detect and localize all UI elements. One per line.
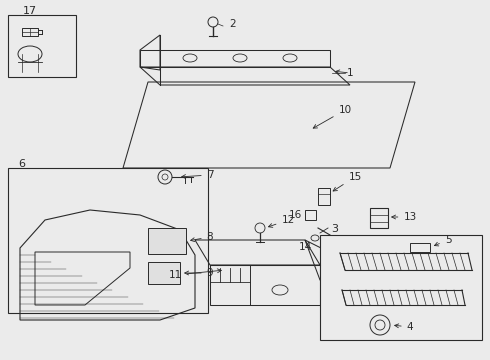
Bar [148,228,186,254]
Bar [8,168,208,313]
Text: 11: 11 [169,269,221,280]
Text: 15: 15 [333,172,362,191]
Text: 8: 8 [191,232,213,242]
Text: 7: 7 [182,170,213,180]
Text: 14: 14 [298,242,312,252]
Bar [8,15,76,77]
Text: 13: 13 [392,212,416,222]
Text: 10: 10 [313,105,351,128]
Text: 5: 5 [435,235,451,246]
Text: 17: 17 [23,6,37,16]
Text: 4: 4 [394,322,413,332]
Text: 3: 3 [332,224,339,234]
Bar [148,262,180,284]
Bar [320,235,482,340]
Text: 12: 12 [269,215,294,228]
Text: 6: 6 [19,159,25,169]
Text: 16: 16 [289,210,302,220]
Text: 9: 9 [185,268,213,278]
Text: 2: 2 [230,19,236,29]
Text: 1: 1 [347,68,353,78]
